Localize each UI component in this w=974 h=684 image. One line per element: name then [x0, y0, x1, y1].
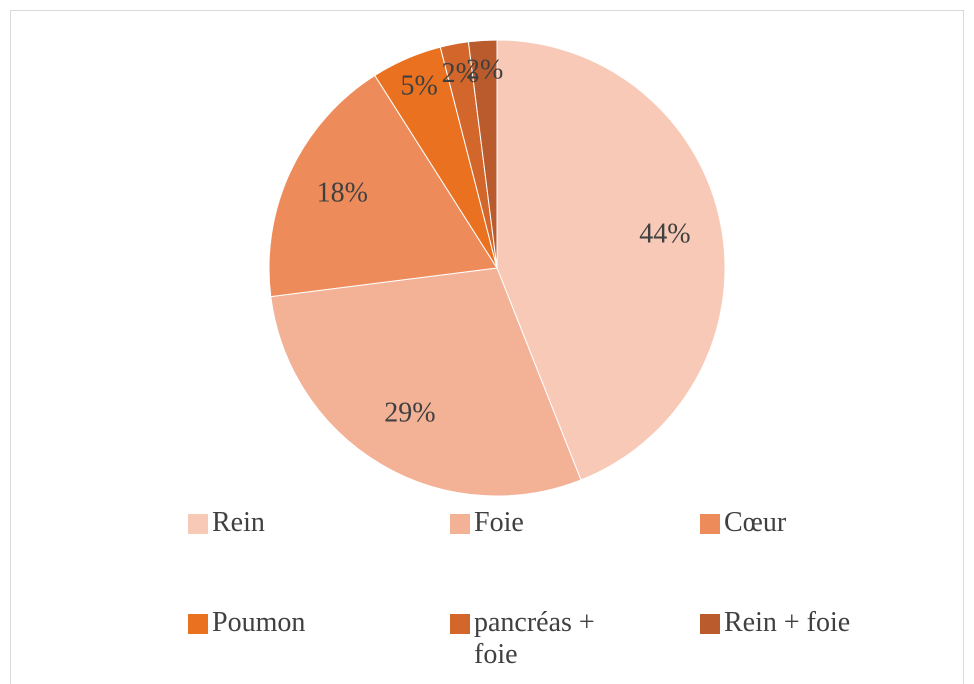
legend-swatch [700, 514, 720, 534]
pie-slice [467, 39, 498, 269]
legend-swatch [450, 514, 470, 534]
legend-swatch [188, 514, 208, 534]
data-label: 29% [384, 398, 435, 429]
pie-slice [496, 39, 726, 481]
legend-item: Poumon [188, 607, 305, 639]
pie-slice [268, 74, 498, 298]
data-label: 44% [639, 218, 690, 249]
data-label: 2% [442, 58, 479, 89]
data-label: 2% [466, 55, 503, 86]
legend-label: Rein [212, 507, 265, 538]
data-label: 5% [400, 70, 437, 101]
legend-label: Foie [474, 507, 524, 538]
legend-item: pancréas + foie [450, 607, 634, 671]
legend-label: Rein + foie [724, 607, 851, 638]
legend-swatch [188, 614, 208, 634]
legend-item: Cœur [700, 507, 786, 539]
legend-swatch [450, 614, 470, 634]
pie-slice [270, 267, 582, 497]
legend-item: Rein [188, 507, 265, 539]
legend-swatch [700, 614, 720, 634]
legend-label: Cœur [724, 507, 787, 538]
chart-border [10, 10, 964, 684]
legend-label: Poumon [212, 607, 306, 638]
legend-item: Foie [450, 507, 524, 539]
data-label: 18% [317, 178, 368, 209]
legend-label: pancréas + foie [474, 607, 595, 670]
legend-item: Rein + foie [700, 607, 850, 639]
